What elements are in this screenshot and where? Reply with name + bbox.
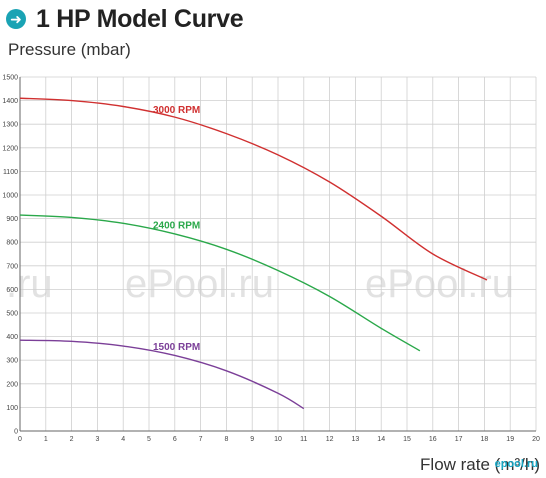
x-tick-label: 19 xyxy=(506,436,514,443)
y-tick-label: 400 xyxy=(6,334,18,341)
y-tick-label: 600 xyxy=(6,287,18,294)
x-tick-label: 11 xyxy=(300,436,307,443)
x-tick-label: 5 xyxy=(147,436,151,443)
series-line-3000-rpm xyxy=(19,97,488,281)
x-tick-label: 3 xyxy=(95,436,99,443)
y-tick-label: 100 xyxy=(6,405,18,412)
y-tick-label: 900 xyxy=(6,216,18,223)
y-tick-label: 800 xyxy=(6,240,18,247)
x-axis-label: Flow rate (m³/h) xyxy=(420,455,540,474)
x-tick-label: 8 xyxy=(224,436,228,443)
y-tick-label: 300 xyxy=(6,358,18,365)
y-tick-label: 1100 xyxy=(3,169,18,176)
chart-series xyxy=(19,97,488,410)
chart-header: ➜ 1 HP Model Curve xyxy=(6,4,244,34)
chart-grid xyxy=(19,76,537,432)
x-tick-label: 10 xyxy=(274,436,282,443)
x-tick-label: 1 xyxy=(44,436,48,443)
x-tick-label: 6 xyxy=(173,436,177,443)
x-tick-label: 18 xyxy=(481,436,489,443)
x-tick-label: 17 xyxy=(455,436,463,443)
y-tick-label: 1000 xyxy=(2,193,18,200)
x-tick-label: 14 xyxy=(377,436,385,443)
watermark-corner: epool.ru xyxy=(494,458,538,470)
series-label-1500-rpm: 1500 RPM xyxy=(153,342,200,353)
x-tick-label: 13 xyxy=(352,436,360,443)
y-tick-label: 700 xyxy=(6,263,18,270)
chart-series-labels: 3000 RPM 2400 RPM 1500 RPM xyxy=(153,105,200,353)
y-tick-label: 500 xyxy=(6,311,18,318)
x-tick-label: 4 xyxy=(121,436,125,443)
y-tick-label: 1300 xyxy=(2,122,18,129)
chart-title: 1 HP Model Curve xyxy=(36,4,244,33)
x-tick-label: 20 xyxy=(532,436,540,443)
arrow-right-circle-icon: ➜ xyxy=(6,9,26,29)
y-tick-label: 200 xyxy=(6,381,18,388)
series-label-3000-rpm: 3000 RPM xyxy=(153,105,200,116)
y-tick-label: 0 xyxy=(14,429,18,436)
series-line-2400-rpm xyxy=(19,214,421,352)
series-line-1500-rpm xyxy=(19,339,305,410)
x-tick-label: 2 xyxy=(70,436,74,443)
y-axis-label: Pressure (mbar) xyxy=(8,40,131,59)
x-tick-label: 15 xyxy=(403,436,411,443)
x-tick-label: 7 xyxy=(199,436,203,443)
x-tick-label: 0 xyxy=(18,436,22,443)
y-tick-label: 1400 xyxy=(2,98,18,105)
x-tick-label: 9 xyxy=(250,436,254,443)
y-tick-label: 1500 xyxy=(2,75,18,82)
x-tick-label: 16 xyxy=(429,436,437,443)
x-tick-label: 12 xyxy=(326,436,334,443)
y-tick-label: 1200 xyxy=(2,145,18,152)
series-label-2400-rpm: 2400 RPM xyxy=(153,221,200,232)
chart-axes: 0 1 2 3 4 5 6 7 8 9 10 11 12 13 14 15 16 17 18 19 2001002003… xyxy=(2,75,540,444)
